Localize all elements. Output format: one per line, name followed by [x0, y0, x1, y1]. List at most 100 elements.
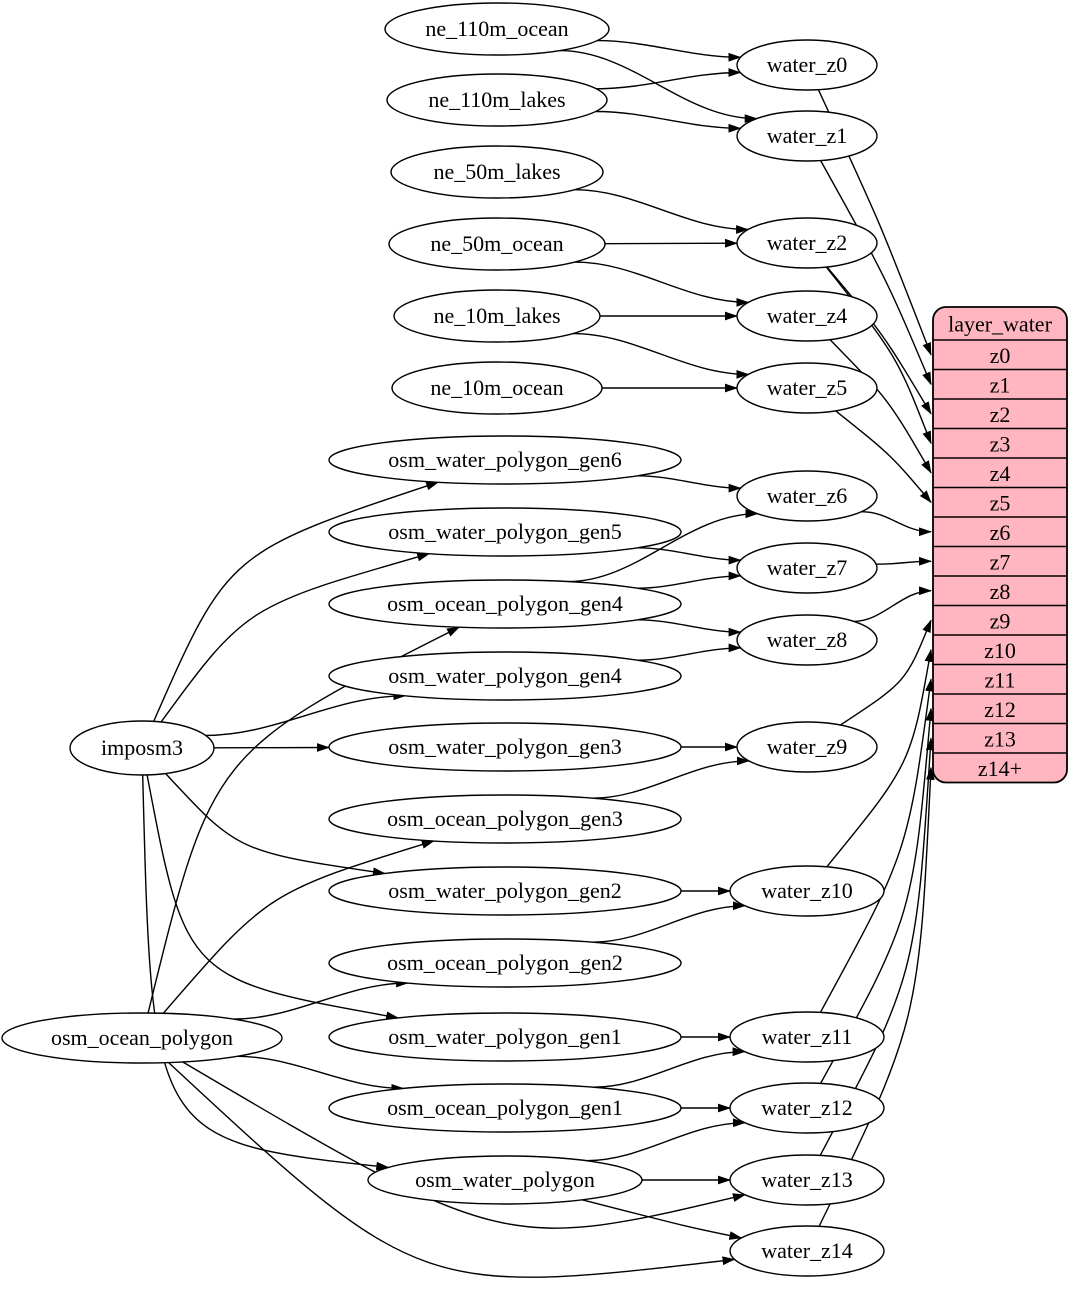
edge-layer — [142, 39, 935, 1278]
edge-imposm3-to-osm_water_polygon_gen5 — [160, 552, 431, 723]
node-shape-water_z2 — [736, 217, 878, 269]
record-row-z3: z3 — [990, 431, 1011, 456]
record-row-z14+: z14+ — [978, 756, 1022, 781]
edge-imposm3-to-osm_water_polygon_gen6 — [153, 481, 440, 722]
edge-osm_water_polygon-to-water_z14 — [582, 1199, 743, 1240]
node-shape-ne_110m_ocean — [384, 2, 610, 56]
node-shape-imposm3 — [69, 720, 215, 776]
node-ne_10m_ocean: ne_10m_ocean — [391, 361, 603, 415]
node-shape-water_z9 — [736, 721, 878, 773]
node-osm_ocean_polygon_gen1: osm_ocean_polygon_gen1 — [328, 1083, 682, 1133]
edge-ne_110m_lakes-to-water_z0 — [596, 68, 742, 90]
record-header-label: layer_water — [948, 312, 1052, 337]
node-label-ne_10m_ocean: ne_10m_ocean — [430, 375, 563, 400]
node-label-water_z9: water_z9 — [767, 734, 848, 759]
node-osm_ocean_polygon_gen2: osm_ocean_polygon_gen2 — [328, 938, 682, 988]
edge-water_z6-to-layer_water-z6 — [861, 511, 932, 537]
edge-water_z9-to-layer_water-z9 — [840, 619, 932, 726]
edge-imposm3-to-osm_water_polygon_gen4 — [205, 691, 407, 737]
node-water_z0: water_z0 — [736, 39, 878, 91]
edge-ne_110m_lakes-to-water_z1 — [595, 110, 742, 133]
edge-osm_water_polygon_gen4-to-water_z8 — [637, 643, 742, 661]
node-label-water_z1: water_z1 — [767, 123, 848, 148]
edge-water_z7-to-layer_water-z7 — [876, 556, 932, 566]
node-label-osm_water_polygon: osm_water_polygon — [415, 1167, 595, 1192]
node-osm_ocean_polygon_gen3: osm_ocean_polygon_gen3 — [328, 794, 682, 844]
edge-water_z1-to-layer_water-z1 — [819, 160, 932, 386]
node-osm_water_polygon_gen1: osm_water_polygon_gen1 — [328, 1012, 682, 1062]
node-shape-water_z7 — [736, 542, 878, 594]
node-label-water_z4: water_z4 — [767, 303, 848, 328]
edge-water_z4-to-layer_water-z4 — [829, 339, 932, 474]
node-osm_ocean_polygon_gen4: osm_ocean_polygon_gen4 — [328, 579, 682, 629]
edge-imposm3-to-osm_water_polygon — [142, 774, 390, 1171]
node-label-water_z0: water_z0 — [767, 52, 848, 77]
edge-osm_ocean_polygon-to-osm_ocean_polygon_gen1 — [237, 1055, 405, 1093]
edge-osm_ocean_polygon_gen4-to-water_z8 — [637, 619, 742, 637]
record-row-z1: z1 — [990, 372, 1011, 397]
node-shape-ne_50m_ocean — [388, 217, 606, 271]
edge-osm_ocean_polygon-to-osm_ocean_polygon_gen3 — [162, 840, 435, 1014]
node-shape-ne_110m_lakes — [386, 73, 608, 127]
node-shape-water_z8 — [736, 614, 878, 666]
edge-osm_ocean_polygon_gen2-to-water_z10 — [592, 901, 746, 943]
node-shape-water_z11 — [729, 1011, 885, 1063]
node-shape-osm_ocean_polygon_gen4 — [328, 579, 682, 629]
node-label-ne_50m_lakes: ne_50m_lakes — [433, 159, 560, 184]
node-water_z13: water_z13 — [729, 1154, 885, 1206]
node-ne_50m_lakes: ne_50m_lakes — [390, 145, 604, 199]
record-row-z0: z0 — [990, 343, 1011, 368]
node-label-osm_water_polygon_gen3: osm_water_polygon_gen3 — [388, 734, 621, 759]
record-row-z5: z5 — [990, 490, 1011, 515]
edge-ne_50m_ocean-to-water_z2 — [604, 238, 738, 248]
node-ne_110m_ocean: ne_110m_ocean — [384, 2, 610, 56]
node-shape-osm_ocean_polygon_gen3 — [328, 794, 682, 844]
node-ne_110m_lakes: ne_110m_lakes — [386, 73, 608, 127]
edge-ne_10m_lakes-to-water_z5 — [572, 332, 750, 379]
edge-osm_ocean_polygon_gen4-to-water_z7 — [637, 571, 742, 589]
node-label-osm_water_polygon_gen5: osm_water_polygon_gen5 — [388, 519, 621, 544]
node-imposm3: imposm3 — [69, 720, 215, 776]
node-osm_water_polygon_gen3: osm_water_polygon_gen3 — [328, 722, 682, 772]
node-label-osm_water_polygon_gen2: osm_water_polygon_gen2 — [388, 878, 621, 903]
node-label-osm_water_polygon_gen4: osm_water_polygon_gen4 — [388, 663, 621, 688]
edge-osm_ocean_polygon-to-osm_ocean_polygon_gen2 — [233, 978, 410, 1020]
node-water_z14: water_z14 — [729, 1225, 885, 1277]
edge-ne_50m_lakes-to-water_z2 — [574, 189, 750, 234]
record-outline — [932, 306, 1068, 784]
node-ne_50m_ocean: ne_50m_ocean — [388, 217, 606, 271]
node-osm_water_polygon: osm_water_polygon — [367, 1155, 643, 1205]
node-shape-osm_water_polygon_gen1 — [328, 1012, 682, 1062]
node-label-ne_110m_lakes: ne_110m_lakes — [428, 87, 565, 112]
edge-ne_50m_ocean-to-water_z4 — [574, 261, 750, 307]
node-osm_water_polygon_gen5: osm_water_polygon_gen5 — [328, 507, 682, 557]
node-shape-water_z13 — [729, 1154, 885, 1206]
node-label-water_z2: water_z2 — [767, 230, 848, 255]
edge-water_z5-to-layer_water-z5 — [835, 410, 932, 504]
edge-ne_110m_ocean-to-water_z1 — [559, 49, 758, 123]
node-shape-water_z14 — [729, 1225, 885, 1277]
node-shape-osm_ocean_polygon_gen2 — [328, 938, 682, 988]
edge-osm_ocean_polygon_gen3-to-water_z9 — [592, 756, 750, 799]
record-row-z9: z9 — [990, 608, 1011, 633]
node-label-water_z14: water_z14 — [761, 1238, 853, 1263]
node-shape-ne_10m_lakes — [393, 289, 601, 343]
node-shape-osm_water_polygon_gen5 — [328, 507, 682, 557]
node-shape-water_z10 — [729, 865, 885, 917]
record-row-z8: z8 — [990, 579, 1011, 604]
node-water_z5: water_z5 — [736, 362, 878, 414]
edge-osm_water_polygon_gen5-to-water_z7 — [637, 547, 742, 565]
node-water_z10: water_z10 — [729, 865, 885, 917]
node-water_z6: water_z6 — [736, 470, 878, 522]
node-label-ne_10m_lakes: ne_10m_lakes — [433, 303, 560, 328]
node-water_z11: water_z11 — [729, 1011, 885, 1063]
edge-water_z11-to-layer_water-z11 — [819, 678, 934, 1013]
record-row-z13: z13 — [984, 726, 1016, 751]
node-shape-osm_water_polygon_gen2 — [328, 866, 682, 916]
node-label-water_z13: water_z13 — [761, 1167, 853, 1192]
edge-osm_water_polygon-to-water_z12 — [586, 1118, 746, 1162]
edge-imposm3-to-osm_water_polygon_gen1 — [146, 774, 400, 1021]
node-label-osm_ocean_polygon: osm_ocean_polygon — [51, 1025, 233, 1050]
record-row-z6: z6 — [990, 520, 1011, 545]
